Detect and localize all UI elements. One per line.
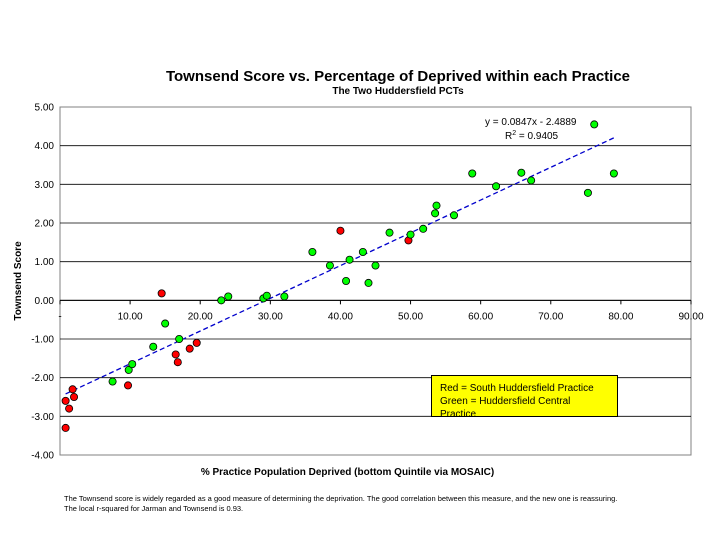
data-point bbox=[171, 350, 180, 359]
data-point bbox=[149, 342, 158, 351]
y-tick-label: 4.00 bbox=[35, 141, 55, 152]
data-point bbox=[431, 209, 440, 218]
data-point bbox=[385, 228, 394, 237]
data-point bbox=[336, 226, 345, 235]
data-point bbox=[358, 247, 367, 256]
data-point bbox=[157, 289, 166, 298]
x-tick-label: 70.00 bbox=[538, 311, 563, 322]
legend-box: Red = South Huddersfield Practice Green … bbox=[431, 375, 618, 420]
x-tick-label: 10.00 bbox=[118, 311, 143, 322]
data-point bbox=[192, 338, 201, 347]
legend-red-entry: Red = South Huddersfield Practice bbox=[440, 383, 594, 394]
legend-green-entry: Green = Huddersfield Central Practice bbox=[440, 396, 571, 420]
y-tick-label: -3.00 bbox=[31, 412, 54, 423]
footnote-line-2: The local r-squared for Jarman and Towns… bbox=[64, 504, 244, 513]
data-point bbox=[224, 292, 233, 301]
data-point bbox=[590, 120, 599, 129]
footnote: The Townsend score is widely regarded as… bbox=[64, 494, 664, 514]
y-axis-title: Townsend Score bbox=[13, 241, 24, 321]
data-point bbox=[124, 381, 133, 390]
y-tick-label: -4.00 bbox=[31, 451, 54, 462]
y-tick-label: 1.00 bbox=[35, 257, 55, 268]
data-point bbox=[124, 365, 133, 374]
data-point bbox=[406, 230, 415, 239]
data-point bbox=[68, 385, 77, 394]
data-point bbox=[450, 211, 459, 220]
x-tick-label: 60.00 bbox=[468, 311, 493, 322]
data-point bbox=[61, 396, 70, 405]
series-south bbox=[61, 226, 413, 432]
chart-subtitle: The Two Huddersfield PCTs bbox=[332, 86, 464, 97]
x-tick-label: 80.00 bbox=[608, 311, 633, 322]
y-tick-label: 0.00 bbox=[35, 296, 55, 307]
data-point bbox=[419, 224, 428, 233]
data-point bbox=[371, 261, 380, 270]
data-point bbox=[325, 261, 334, 270]
data-point bbox=[432, 201, 441, 210]
trendline bbox=[65, 137, 615, 395]
x-tick-label: 50.00 bbox=[398, 311, 423, 322]
data-point bbox=[517, 168, 526, 177]
data-point bbox=[128, 360, 137, 369]
y-tick-label: -1.00 bbox=[31, 335, 54, 346]
data-point bbox=[70, 392, 79, 401]
data-point bbox=[609, 169, 618, 178]
data-point bbox=[161, 319, 170, 328]
x-tick-label: - bbox=[58, 311, 61, 322]
x-tick-label: 30.00 bbox=[258, 311, 283, 322]
data-point bbox=[308, 247, 317, 256]
data-point bbox=[527, 176, 536, 185]
data-point bbox=[173, 358, 182, 367]
data-point bbox=[583, 188, 592, 197]
x-tick-label: 40.00 bbox=[328, 311, 353, 322]
x-tick-label: 90.00 bbox=[678, 311, 703, 322]
data-point bbox=[280, 292, 289, 301]
data-point bbox=[108, 377, 117, 386]
data-point bbox=[61, 423, 70, 432]
data-point bbox=[175, 334, 184, 343]
data-point bbox=[217, 296, 226, 305]
y-tick-label: 3.00 bbox=[35, 180, 55, 191]
x-tick-label: 20.00 bbox=[188, 311, 213, 322]
data-point bbox=[364, 278, 373, 287]
data-point bbox=[345, 255, 354, 264]
y-tick-label: 2.00 bbox=[35, 219, 55, 230]
data-point bbox=[342, 276, 351, 285]
footnote-line-1: The Townsend score is widely regarded as… bbox=[64, 494, 618, 503]
data-point bbox=[262, 291, 271, 300]
chart-title: Townsend Score vs. Percentage of Deprive… bbox=[165, 68, 631, 85]
trendline-equation: y = 0.0847x - 2.4889 bbox=[485, 117, 577, 128]
series-central bbox=[108, 120, 618, 386]
data-point bbox=[492, 182, 501, 191]
data-point bbox=[468, 169, 477, 178]
x-axis-title: % Practice Population Deprived (bottom Q… bbox=[201, 467, 494, 478]
data-point bbox=[185, 344, 194, 353]
y-tick-label: -2.00 bbox=[31, 373, 54, 384]
data-point bbox=[65, 404, 74, 413]
trendline-r2: R2 = 0.9405 bbox=[505, 130, 559, 142]
y-tick-label: 5.00 bbox=[35, 103, 55, 114]
